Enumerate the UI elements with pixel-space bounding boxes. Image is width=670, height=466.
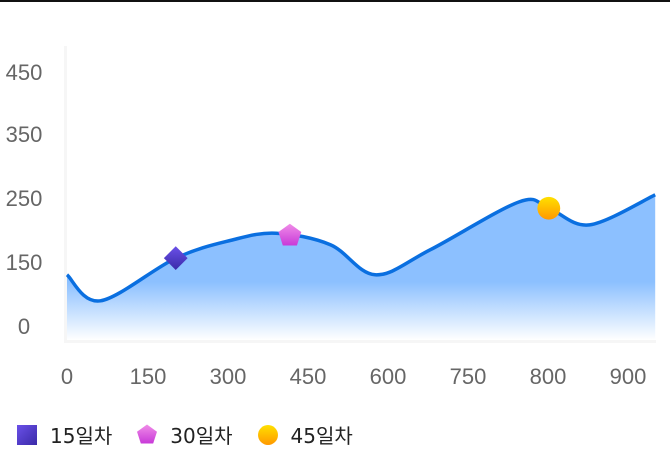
top-border [0,0,670,2]
x-tick-label: 450 [290,364,327,389]
y-tick-label: 250 [6,186,43,211]
square-icon [17,424,37,445]
square-marker [163,246,188,271]
legend-item[interactable]: 30일차 [136,420,233,449]
y-tick-label: 0 [18,314,30,339]
x-tick-label: 150 [130,364,167,389]
legend-label: 30일차 [170,424,233,448]
legend-label: 15일차 [50,424,113,448]
x-tick-label: 750 [450,364,487,389]
x-tick-label: 900 [610,364,647,389]
y-tick-label: 350 [6,122,43,147]
circle-marker [537,196,561,220]
legend-item[interactable]: 15일차 [16,420,112,449]
x-tick-label: 0 [61,364,73,389]
y-tick-label: 450 [6,60,43,85]
pentagon-marker [278,223,302,246]
legend-item[interactable]: 45일차 [257,420,353,449]
legend-label: 45일차 [290,424,353,448]
x-tick-label: 300 [210,364,247,389]
x-axis-line [64,340,656,343]
circle-icon [257,424,278,445]
legend-swatch [137,424,158,443]
pentagon-icon [137,424,158,443]
legend: 15일차 30일차 45일차 [16,420,377,449]
y-axis-line [64,46,67,342]
area-fill [67,194,656,340]
x-tick-label: 600 [370,364,407,389]
y-tick-label: 150 [6,250,43,275]
legend-swatch [17,424,37,445]
legend-swatch [257,424,278,445]
x-tick-label: 800 [530,364,567,389]
